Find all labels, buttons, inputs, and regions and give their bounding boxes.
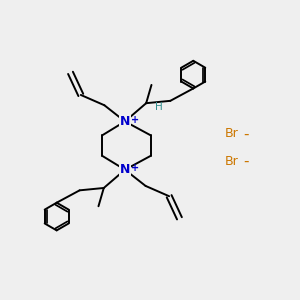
Text: -: - [243,126,248,141]
Text: H: H [155,102,163,112]
Text: +: + [131,115,139,125]
Text: N: N [120,115,130,128]
Text: Br: Br [225,127,239,140]
Text: Br: Br [225,155,239,168]
Text: -: - [243,154,248,169]
Text: N: N [120,163,130,176]
Text: +: + [131,163,139,173]
